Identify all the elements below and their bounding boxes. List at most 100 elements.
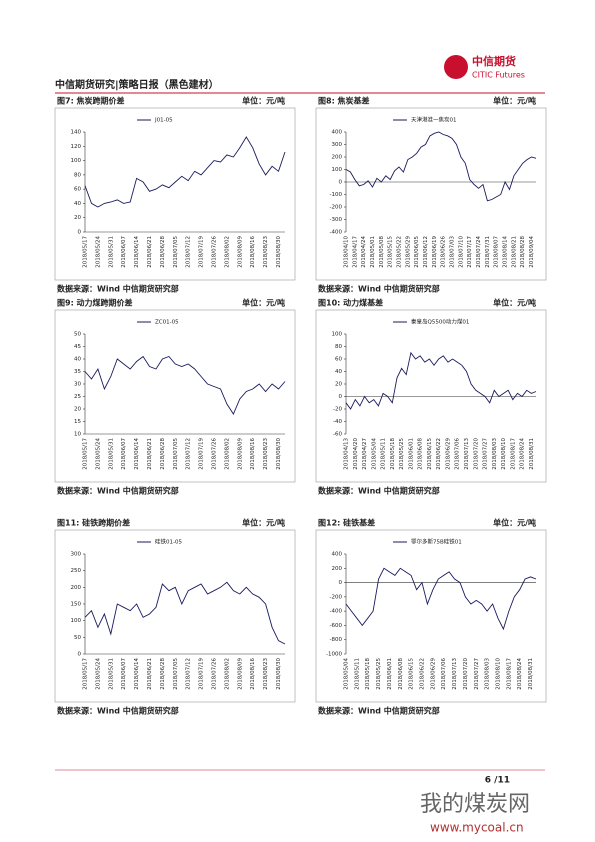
x-tick-label: 2018/08/10 <box>501 438 507 470</box>
x-tick-label: 2018/07/20 <box>473 438 479 470</box>
x-tick-label: 2018/06/12 <box>423 236 429 268</box>
x-tick-label: 2018/07/12 <box>186 658 192 690</box>
y-tick-label: 120 <box>71 144 82 150</box>
x-tick-label: 2018/06/05 <box>414 236 420 268</box>
chart-title: 图11: 硅铁跨期价差 <box>57 518 130 528</box>
x-tick-label: 2018/08/23 <box>263 658 269 690</box>
chart-title: 图10: 动力煤基差 <box>318 298 383 308</box>
chart-source: 数据来源：Wind 中信期货研究部 <box>57 706 179 716</box>
logo-en: CITIC Futures <box>472 71 525 80</box>
line-series <box>84 581 286 645</box>
y-tick-label: 400 <box>332 552 343 558</box>
y-tick-label: 20 <box>335 382 342 388</box>
x-tick-label: 2018/08/16 <box>250 658 256 690</box>
x-tick-label: 2018/08/09 <box>237 236 243 268</box>
x-tick-label: 2018/07/13 <box>464 438 470 470</box>
chart-frame <box>54 529 296 703</box>
x-tick-label: 2018/06/08 <box>418 438 424 470</box>
x-tick-label: 2018/07/12 <box>186 438 192 470</box>
y-tick-label: 35 <box>74 369 81 375</box>
x-tick-label: 2018/07/19 <box>199 236 205 268</box>
page-number: 6 /11 <box>485 776 510 786</box>
chart-frame <box>54 309 296 483</box>
x-tick-label: 2018/07/26 <box>212 658 218 690</box>
x-tick-label: 2018/07/24 <box>476 236 482 268</box>
line-series <box>345 351 537 410</box>
y-tick-label: 150 <box>71 602 82 608</box>
x-tick-label: 2018/06/29 <box>430 658 436 690</box>
x-tick-label: 2018/06/08 <box>398 658 404 690</box>
y-tick-label: 45 <box>74 344 81 350</box>
y-tick-label: -800 <box>330 637 343 643</box>
chart-frame <box>54 107 296 281</box>
logo: 中信期货 CITIC Futures <box>444 54 525 80</box>
x-tick-label: 2018/07/13 <box>452 658 458 690</box>
x-tick-label: 2018/08/02 <box>224 236 230 268</box>
x-tick-label: 2018/06/28 <box>160 236 166 268</box>
y-tick-label: 50 <box>74 635 81 641</box>
x-tick-label: 2018/08/21 <box>511 236 517 268</box>
y-tick-label: 400 <box>332 130 343 136</box>
y-tick-label: 200 <box>332 566 343 572</box>
logo-name: 中信期货 <box>472 54 516 68</box>
chart-title: 图12: 硅铁基差 <box>318 518 375 528</box>
x-tick-label: 2018/08/17 <box>506 658 512 690</box>
y-tick-label: 40 <box>335 369 342 375</box>
x-tick-label: 2018/05/01 <box>370 236 376 268</box>
y-tick-label: -400 <box>330 609 343 615</box>
x-tick-label: 2018/04/10 <box>344 236 350 268</box>
y-tick-label: -1000 <box>326 652 342 658</box>
x-tick-label: 2018/08/30 <box>276 658 282 690</box>
y-tick-label: -100 <box>330 192 343 198</box>
x-tick-label: 2018/05/11 <box>354 658 360 690</box>
chart-title: 图8: 焦炭基差 <box>318 96 370 106</box>
x-tick-label: 2018/08/31 <box>528 658 534 690</box>
x-tick-label: 2018/05/17 <box>83 236 89 268</box>
x-tick-label: 2018/08/07 <box>494 236 500 268</box>
y-tick-label: 300 <box>71 552 82 558</box>
x-tick-label: 2018/08/03 <box>492 438 498 470</box>
y-tick-label: -20 <box>333 407 342 413</box>
y-tick-label: 20 <box>74 407 81 413</box>
x-tick-label: 2018/08/09 <box>237 658 243 690</box>
x-tick-label: 2018/05/31 <box>108 236 114 268</box>
x-tick-label: 2018/05/31 <box>108 658 114 690</box>
x-tick-label: 2018/08/24 <box>520 438 526 470</box>
y-tick-label: 200 <box>71 585 82 591</box>
x-tick-label: 2018/05/24 <box>95 236 101 268</box>
chart-frame <box>315 107 547 281</box>
y-tick-label: 100 <box>71 618 82 624</box>
y-tick-label: 200 <box>332 155 343 161</box>
watermark-url: www.mycoal.cn <box>430 821 524 835</box>
y-tick-label: -300 <box>330 217 343 223</box>
legend-label: 鄂尔多斯75B硅铁01 <box>411 538 462 546</box>
y-tick-label: 300 <box>332 142 343 148</box>
x-tick-label: 2018/07/05 <box>173 236 179 268</box>
chart-unit: 单位：元/吨 <box>242 298 285 308</box>
y-tick-label: -400 <box>330 230 343 236</box>
x-tick-label: 2018/07/03 <box>450 236 456 268</box>
chart-unit: 单位：元/吨 <box>242 518 285 528</box>
x-tick-label: 2018/08/14 <box>503 236 509 268</box>
x-tick-label: 2018/07/06 <box>441 658 447 690</box>
x-tick-label: 2018/05/04 <box>371 438 377 470</box>
x-tick-label: 2018/07/26 <box>212 236 218 268</box>
x-tick-label: 2018/04/27 <box>362 438 368 470</box>
x-tick-label: 2018/07/05 <box>173 658 179 690</box>
x-tick-label: 2018/07/19 <box>199 438 205 470</box>
x-tick-label: 2018/08/10 <box>496 658 502 690</box>
x-tick-label: 2018/06/01 <box>408 438 414 470</box>
x-tick-label: 2018/07/26 <box>212 438 218 470</box>
y-tick-label: 50 <box>74 332 81 338</box>
y-tick-label: 0 <box>78 230 82 236</box>
chart-source: 数据来源：Wind 中信期货研究部 <box>57 284 179 294</box>
y-tick-label: -600 <box>330 623 343 629</box>
x-tick-label: 2018/08/16 <box>250 236 256 268</box>
x-tick-label: 2018/06/14 <box>134 236 140 268</box>
line-series <box>84 355 286 415</box>
chart-source: 数据来源：Wind 中信期货研究部 <box>318 284 440 294</box>
x-tick-label: 2018/08/28 <box>520 236 526 268</box>
x-tick-label: 2018/06/14 <box>134 438 140 470</box>
chart-source: 数据来源：Wind 中信期货研究部 <box>318 706 440 716</box>
